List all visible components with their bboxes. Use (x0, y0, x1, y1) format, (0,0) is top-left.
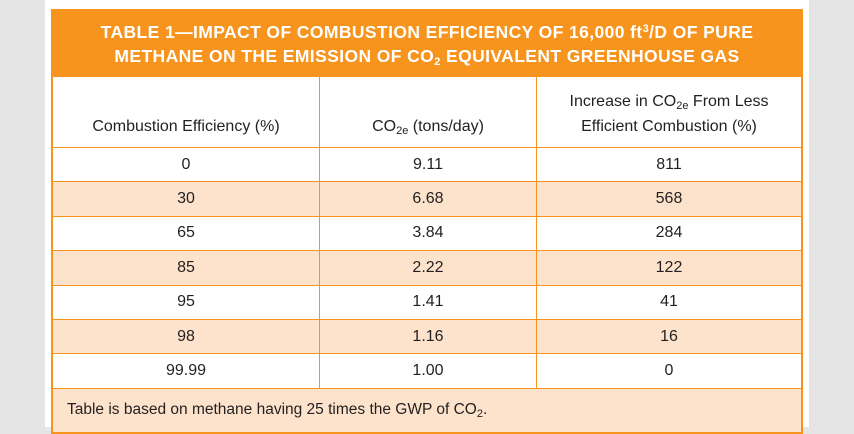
table-title-line-1: TABLE 1—IMPACT OF COMBUSTION EFFICIENCY … (53, 20, 801, 44)
cell-efficiency: 95 (53, 285, 320, 320)
table-title-line-2: METHANE ON THE EMISSION OF CO2 EQUIVALEN… (53, 44, 801, 68)
cell-co2e: 6.68 (320, 182, 537, 217)
footnote-text: Table is based on methane having 25 time… (67, 401, 488, 421)
header-col2-label: CO2e (tons/day) (372, 114, 484, 139)
cell-increase: 0 (537, 354, 801, 389)
header-increase: Increase in CO2e From Less Efficient Comb… (537, 77, 801, 148)
header-col3-label: Increase in CO2e From Less Efficient Comb… (570, 89, 769, 139)
cell-co2e: 1.16 (320, 319, 537, 355)
header-co2e: CO2e (tons/day) (320, 77, 537, 148)
cell-co2e: 2.22 (320, 251, 537, 286)
cell-increase: 811 (537, 148, 801, 183)
cell-efficiency: 0 (53, 148, 320, 183)
header-col2-pre: CO (372, 118, 397, 135)
data-table: TABLE 1—IMPACT OF COMBUSTION EFFICIENCY … (51, 9, 803, 434)
cell-efficiency: 85 (53, 251, 320, 286)
cell-increase: 16 (537, 319, 801, 355)
cell-efficiency: 99.99 (53, 354, 320, 389)
cell-increase: 41 (537, 285, 801, 320)
header-col3-sub: 2e (676, 100, 689, 112)
header-col3-post: From Less (688, 93, 769, 110)
title-line1-text: TABLE 1—IMPACT OF COMBUSTION EFFICIENCY … (100, 22, 643, 42)
title-line2-text: METHANE ON THE EMISSION OF CO (114, 46, 435, 66)
table-title: TABLE 1—IMPACT OF COMBUSTION EFFICIENCY … (53, 11, 801, 77)
cell-increase: 122 (537, 251, 801, 286)
cell-increase: 568 (537, 182, 801, 217)
cell-efficiency: 65 (53, 216, 320, 252)
footnote-post: . (482, 401, 488, 419)
cell-efficiency: 30 (53, 182, 320, 217)
header-col1-label: Combustion Efficiency (%) (92, 118, 280, 135)
footnote-sub: 2 (476, 408, 483, 421)
header-col2-sub: 2e (396, 125, 409, 137)
header-col3-pre: Increase in CO (569, 93, 677, 110)
title-line1-end: /D OF PURE (649, 22, 754, 42)
table-footnote: Table is based on methane having 25 time… (53, 388, 801, 432)
title-line2-end: EQUIVALENT GREENHOUSE GAS (440, 46, 740, 66)
header-col3-line2: Efficient Combustion (%) (581, 118, 757, 135)
title-superscript: 3 (642, 23, 650, 35)
cell-co2e: 1.00 (320, 354, 537, 389)
footnote-pre: Table is based on methane having 25 time… (67, 401, 477, 419)
cell-efficiency: 98 (53, 319, 320, 355)
cell-co2e: 3.84 (320, 216, 537, 252)
table-grid: Combustion Efficiency (%) CO2e (tons/day… (53, 77, 801, 389)
cell-co2e: 9.11 (320, 148, 537, 183)
cell-co2e: 1.41 (320, 285, 537, 320)
title-subscript: 2 (434, 56, 441, 68)
header-combustion-efficiency: Combustion Efficiency (%) (53, 77, 320, 148)
header-col2-post: (tons/day) (408, 118, 484, 135)
cell-increase: 284 (537, 216, 801, 252)
